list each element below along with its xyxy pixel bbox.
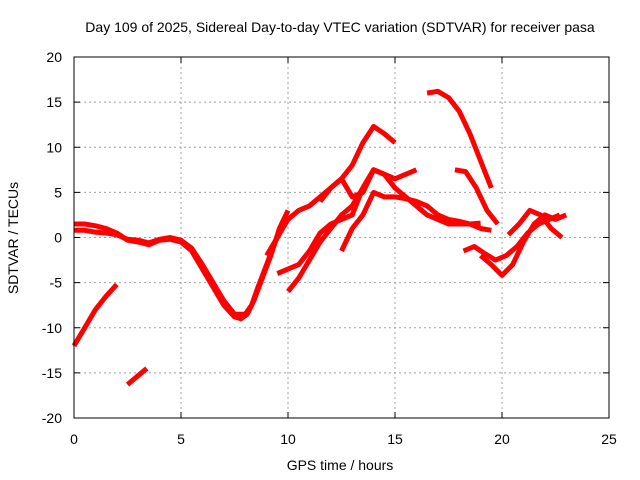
series-line-s2 (74, 222, 286, 317)
chart-title: Day 109 of 2025, Sidereal Day-to-day VTE… (85, 19, 595, 35)
series-group (71, 88, 568, 387)
series-line-s13 (71, 282, 119, 348)
y-tick-label: 15 (46, 94, 62, 110)
grid (74, 57, 609, 418)
series-line-s9 (454, 167, 500, 226)
x-tick-label: 20 (494, 431, 510, 447)
x-tick-label: 0 (70, 431, 78, 447)
y-tick-label: -5 (50, 275, 63, 291)
y-tick-label: 10 (46, 139, 62, 155)
y-tick-label: 20 (46, 49, 62, 65)
x-tick-label: 10 (280, 431, 296, 447)
x-axis-label: GPS time / hours (287, 457, 394, 473)
series-line-s14 (125, 366, 149, 387)
tick-labels: 0 5 10 15 20 25 -20 -15 -10 -5 0 5 10 15 20 (42, 49, 617, 447)
y-tick-label: -15 (42, 365, 62, 381)
series-line-s12 (506, 207, 564, 240)
y-tick-label: -10 (42, 320, 62, 336)
x-tick-label: 25 (601, 431, 617, 447)
series-line-s7 (339, 189, 481, 253)
series-line-s6 (286, 167, 492, 294)
y-axis-label: SDTVAR / TECUs (5, 182, 21, 294)
y-tick-label: 5 (54, 184, 62, 200)
x-tick-label: 15 (387, 431, 403, 447)
y-tick-label: -20 (42, 410, 62, 426)
series-line-s11 (478, 212, 568, 278)
y-tick-label: 0 (54, 230, 62, 246)
series-line-s8 (426, 88, 494, 189)
x-tick-label: 5 (177, 431, 185, 447)
